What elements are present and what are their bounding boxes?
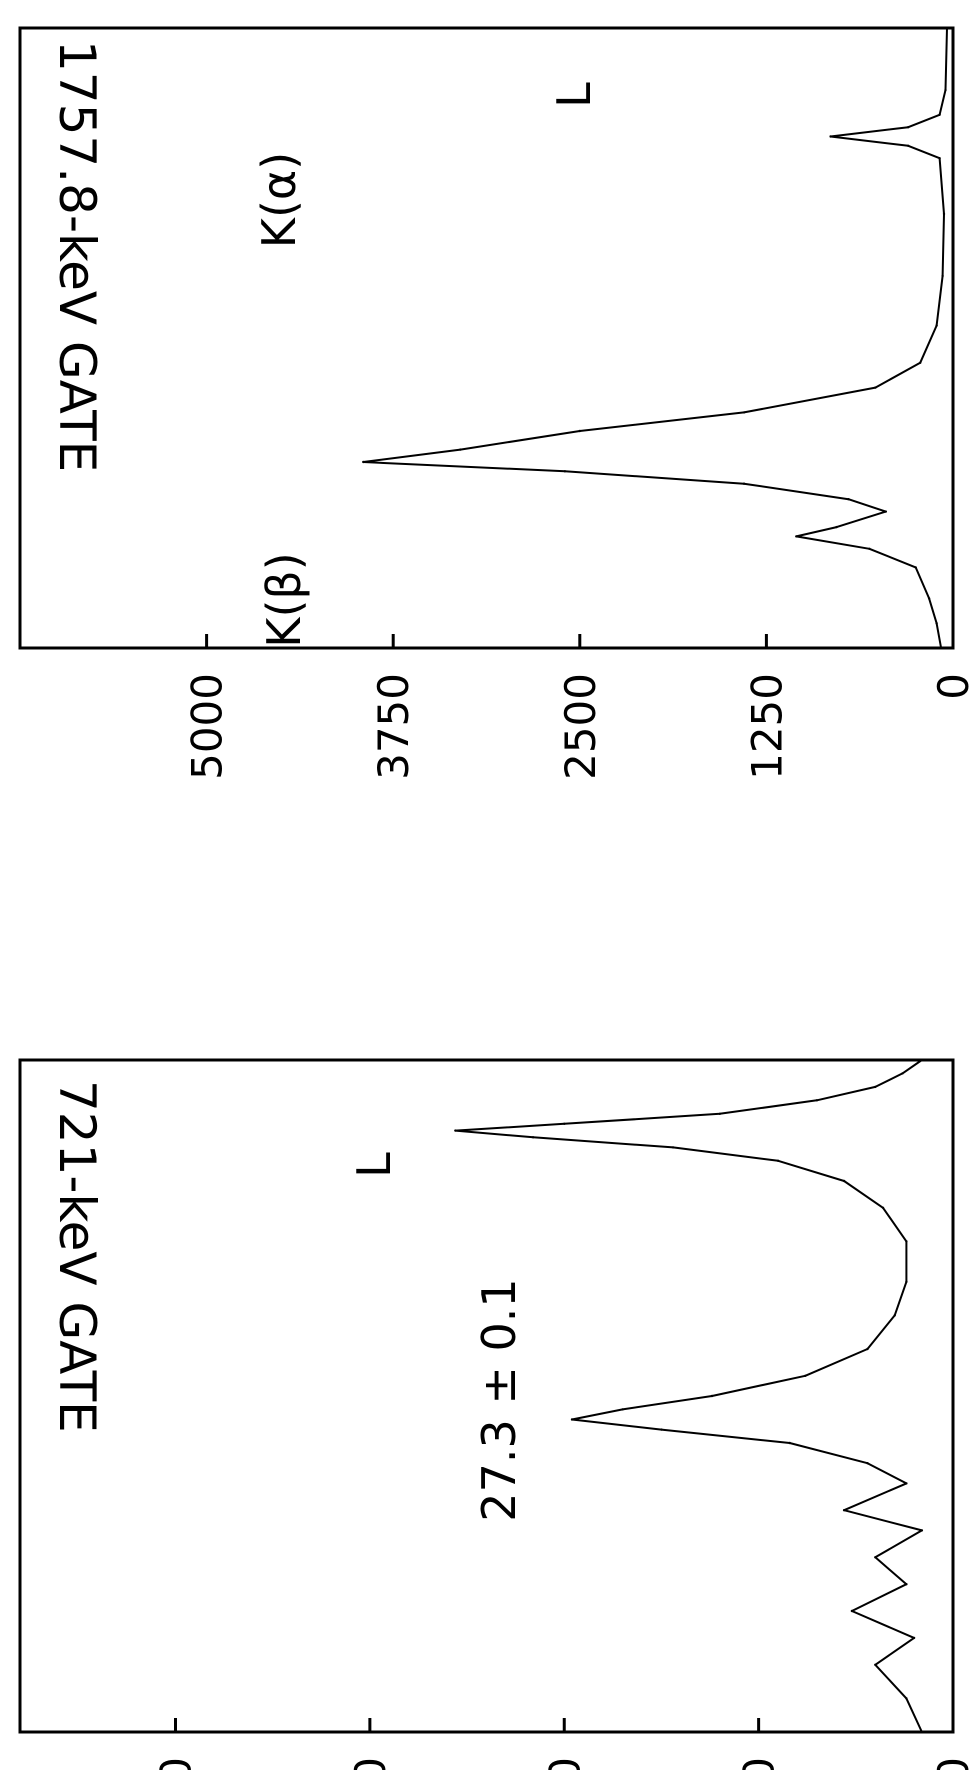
- data-point: [742, 411, 746, 414]
- peak-annotation: L: [547, 82, 601, 108]
- data-point: [850, 1609, 854, 1613]
- data-point: [454, 1129, 457, 1132]
- data-point: [815, 1099, 819, 1102]
- y-tick-label: 0: [929, 673, 975, 700]
- data-point: [901, 1072, 904, 1075]
- data-point: [874, 1085, 877, 1089]
- peak-annotation: K(α): [252, 152, 306, 248]
- data-point: [920, 1529, 924, 1532]
- y-tick-label: 1250: [742, 673, 791, 780]
- data-point: [718, 1112, 721, 1116]
- peak-annotation: K(β): [257, 552, 311, 647]
- data-point: [660, 1428, 663, 1431]
- data-point: [905, 1697, 908, 1700]
- data-point: [945, 26, 949, 30]
- data-point: [893, 1314, 896, 1317]
- data-point: [907, 144, 910, 147]
- data-point: [362, 460, 365, 464]
- data-point: [881, 1206, 885, 1210]
- data-point: [938, 157, 941, 160]
- data-point: [866, 1347, 869, 1351]
- data-point: [914, 566, 917, 569]
- data-point: [884, 510, 887, 513]
- y-tick-label: 200: [152, 1757, 201, 1770]
- data-point: [905, 1240, 908, 1243]
- data-point: [920, 1058, 924, 1062]
- y-tick-label: 100: [540, 1757, 589, 1770]
- data-point: [671, 1146, 675, 1149]
- y-tick-label: 5000: [183, 673, 232, 780]
- data-point: [905, 1482, 908, 1485]
- data-point: [941, 274, 944, 278]
- data-point: [829, 135, 832, 138]
- data-point: [939, 646, 943, 650]
- data-point: [905, 1583, 908, 1586]
- data-point: [776, 1159, 780, 1163]
- data-point: [874, 1556, 877, 1559]
- data-point: [531, 1136, 535, 1139]
- chart-panel-2: 01250250037505000COUNTS PER CHANNEL1757.…: [18, 26, 975, 780]
- panel-title: 721-keV GATE: [48, 1080, 106, 1433]
- peak-annotation: 27.3 ± 0.1: [472, 1278, 526, 1521]
- data-point: [742, 482, 746, 485]
- data-point: [874, 386, 877, 389]
- y-tick-label: 50: [735, 1757, 784, 1770]
- data-point: [938, 113, 941, 117]
- data-point: [927, 597, 931, 600]
- data-point: [944, 88, 947, 92]
- plot-frame: [18, 26, 955, 650]
- panel-title: 1757.8-keV GATE: [48, 40, 106, 472]
- data-point: [788, 1441, 791, 1445]
- y-tick-label: 150: [346, 1757, 395, 1770]
- data-point: [795, 535, 798, 538]
- data-point: [920, 1730, 924, 1734]
- plot-frame: [18, 1058, 955, 1734]
- spectrum-trace: [362, 27, 948, 649]
- data-point: [905, 1280, 908, 1284]
- data-point: [912, 1636, 916, 1640]
- data-point: [570, 1418, 574, 1421]
- data-point: [804, 1374, 807, 1378]
- y-tick-label: 3750: [369, 673, 418, 780]
- data-point: [942, 212, 946, 216]
- chart-panel-1: 050100150200COUNTS PER CHANNEL721-keV GA…: [18, 1058, 975, 1770]
- data-point: [935, 324, 938, 327]
- data-point: [907, 126, 910, 129]
- data-point: [866, 1462, 869, 1465]
- data-point: [710, 1394, 714, 1398]
- data-point: [842, 1509, 846, 1512]
- data-point: [874, 1663, 877, 1667]
- data-point: [835, 525, 838, 529]
- data-point: [868, 547, 871, 550]
- y-tick-label: 0: [929, 1757, 975, 1770]
- data-point: [847, 498, 850, 501]
- data-point: [919, 361, 922, 364]
- data-point: [563, 1122, 566, 1126]
- data-point: [578, 429, 581, 433]
- data-point: [459, 448, 462, 451]
- data-point: [563, 470, 567, 473]
- data-point: [842, 1179, 846, 1183]
- data-point: [621, 1408, 624, 1411]
- peak-annotation: L: [347, 1152, 401, 1178]
- data-point: [935, 622, 938, 625]
- y-tick-label: 2500: [556, 673, 605, 780]
